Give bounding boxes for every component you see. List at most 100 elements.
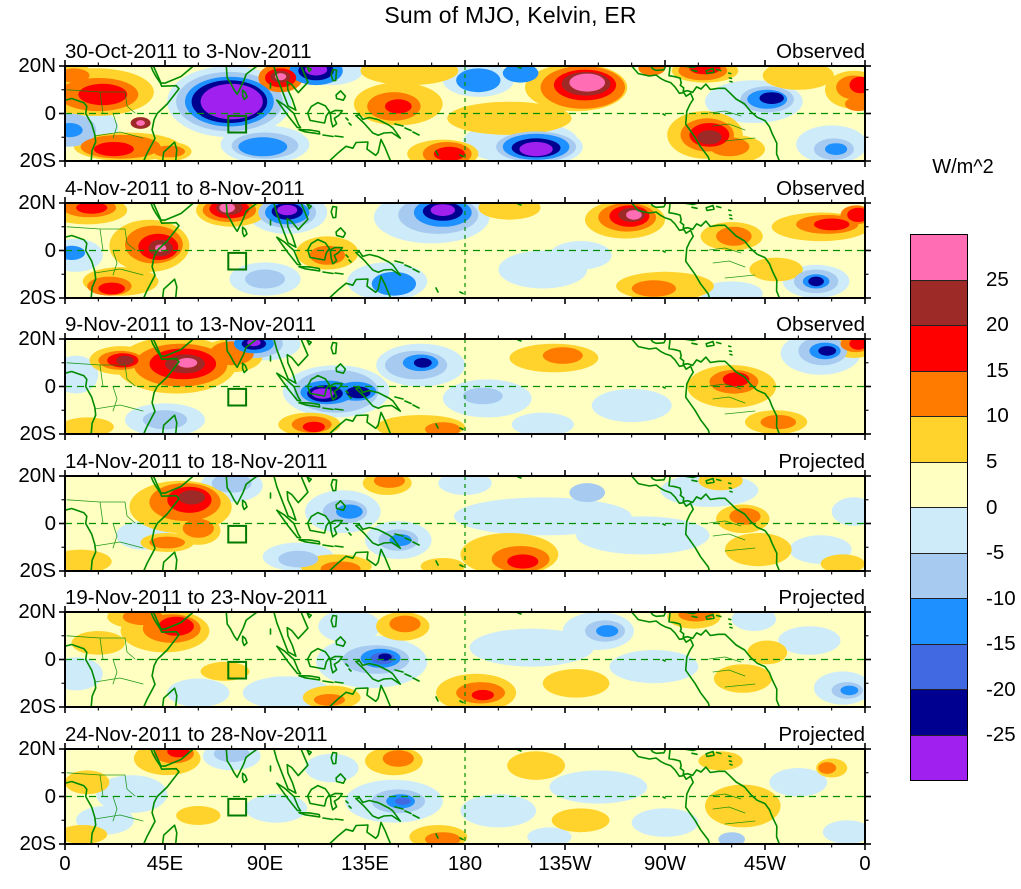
colorbar-tick-label: 25 xyxy=(986,267,1009,291)
colorbar-cell xyxy=(911,325,967,371)
anomaly-region xyxy=(167,678,230,707)
anomaly-region xyxy=(346,386,371,399)
anomaly-region xyxy=(689,66,721,75)
anomaly-region xyxy=(116,355,134,366)
y-tick-label-0: 0 xyxy=(44,238,56,262)
anomaly-region xyxy=(808,276,824,287)
anomaly-region xyxy=(478,203,541,220)
anomaly-region xyxy=(542,347,583,364)
anomaly-region xyxy=(769,768,828,797)
colorbar xyxy=(910,234,968,781)
y-tick-label-20S: 20S xyxy=(19,559,56,582)
anomaly-field xyxy=(65,612,865,707)
anomaly-region xyxy=(178,490,205,505)
anomaly-region xyxy=(818,346,837,356)
anomaly-region xyxy=(167,749,190,758)
colorbar-cell xyxy=(911,370,967,416)
colorbar-tick-label: 5 xyxy=(986,449,998,473)
colorbar-cell xyxy=(911,598,967,644)
colorbar-unit-label: W/m^2 xyxy=(932,156,994,178)
anomaly-region xyxy=(142,410,188,430)
anomaly-region xyxy=(277,204,298,216)
panel-1-date-range: 30-Oct-2011 to 3-Nov-2011 xyxy=(65,40,312,63)
anomaly-region xyxy=(238,137,288,157)
anomaly-region xyxy=(591,388,672,423)
anomaly-region xyxy=(65,825,108,844)
y-tick-label-20S: 20S xyxy=(19,149,56,172)
x-tick-label-135W: 135W xyxy=(538,852,592,875)
map-frame xyxy=(64,611,866,708)
region-box xyxy=(227,524,248,544)
anomaly-region xyxy=(831,497,865,526)
panel-4-date-range: 14-Nov-2011 to 18-Nov-2011 xyxy=(65,450,328,473)
anomaly-region xyxy=(302,421,325,433)
map-panel-3 xyxy=(59,333,871,440)
panel-5-header: 19-Nov-2011 to 23-Nov-2011 Projected xyxy=(65,584,865,610)
colorbar-tick-label: -20 xyxy=(986,677,1016,701)
anomaly-region xyxy=(507,554,539,569)
panel-4-status: Projected xyxy=(778,450,865,473)
x-tick-label-0W: 0 xyxy=(859,852,871,875)
anomaly-region xyxy=(65,417,114,434)
anomaly-region xyxy=(845,96,865,112)
colorbar-tick-label: -15 xyxy=(986,632,1016,656)
anomaly-region xyxy=(697,130,722,145)
y-tick-label-0: 0 xyxy=(44,374,56,398)
anomaly-region xyxy=(413,358,432,368)
colorbar-cell xyxy=(911,461,967,507)
anomaly-field xyxy=(65,203,865,298)
panel-5: 19-Nov-2011 to 23-Nov-2011 Projected 20N… xyxy=(0,586,1021,718)
colorbar-cell xyxy=(911,552,967,598)
y-tick-label-20S: 20S xyxy=(19,832,56,855)
anomaly-region xyxy=(840,685,859,696)
panel-6-date-range: 24-Nov-2011 to 28-Nov-2011 xyxy=(65,723,328,746)
anomaly-region xyxy=(609,650,699,684)
anomaly-region xyxy=(849,339,865,350)
y-tick-label-20N: 20N xyxy=(18,737,56,760)
anomaly-region xyxy=(311,388,334,399)
region-box xyxy=(227,660,248,680)
anomaly-region xyxy=(320,561,361,571)
colorbar-cell xyxy=(911,416,967,462)
y-tick-label-20S: 20S xyxy=(19,286,56,309)
anomaly-region xyxy=(371,271,417,296)
anomaly-field xyxy=(65,476,865,571)
anomaly-region xyxy=(213,749,250,763)
anomaly-region xyxy=(511,412,574,434)
panel-1-status: Observed xyxy=(776,40,865,63)
anomaly-region xyxy=(549,770,648,804)
anomaly-region xyxy=(200,661,250,681)
anomaly-region xyxy=(389,534,412,546)
anomaly-region xyxy=(78,83,128,106)
panel-4: 14-Nov-2011 to 18-Nov-2011 Projected 20N… xyxy=(0,450,1021,582)
anomaly-region xyxy=(313,694,345,706)
anomaly-region xyxy=(176,806,221,825)
x-tick-label-135E: 135E xyxy=(341,852,389,875)
anomaly-region xyxy=(149,536,185,549)
anomaly-region xyxy=(425,422,461,434)
anomaly-region xyxy=(456,68,501,93)
anomaly-field xyxy=(65,66,865,161)
y-tick-label-0: 0 xyxy=(44,784,56,808)
anomaly-region xyxy=(65,245,85,260)
anomaly-region xyxy=(389,615,421,633)
panel-2-date-range: 4-Nov-2011 to 8-Nov-2011 xyxy=(65,177,305,200)
map-panel-1 xyxy=(59,60,871,167)
colorbar-cell xyxy=(911,279,967,325)
anomaly-region xyxy=(278,550,319,568)
anomaly-region xyxy=(430,204,455,216)
panel-2-header: 4-Nov-2011 to 8-Nov-2011 Observed xyxy=(65,175,865,201)
anomaly-region xyxy=(825,143,848,155)
panel-2-status: Observed xyxy=(776,177,865,200)
anomaly-region xyxy=(725,533,792,567)
x-tick-label-90E: 90E xyxy=(246,852,284,875)
anomaly-region xyxy=(716,226,752,246)
colorbar-tick-label: 15 xyxy=(986,358,1009,382)
region-box xyxy=(227,114,248,134)
anomaly-region xyxy=(460,794,537,828)
anomaly-region xyxy=(200,83,263,120)
map-panel-4 xyxy=(59,470,871,577)
anomaly-region xyxy=(519,142,553,157)
anomaly-region xyxy=(549,241,612,270)
